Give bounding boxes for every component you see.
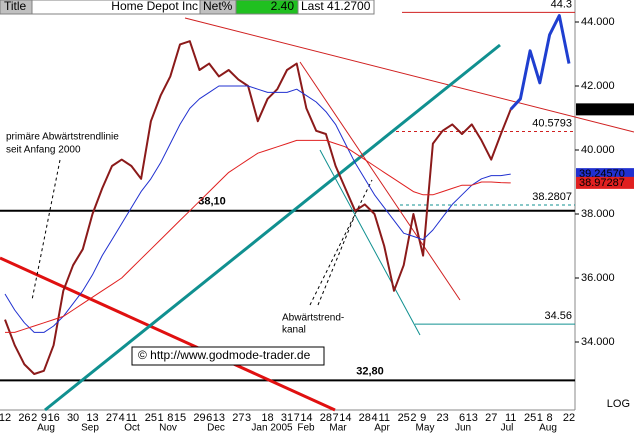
y-tick-label: 40.000 [581,144,615,156]
x-tick-label: 1 [537,412,543,424]
month-label: Apr [374,423,390,433]
pointer-line [309,179,373,306]
x-tick-label: 11 [379,412,390,424]
x-tick-label: 30 [67,412,79,424]
scale-label: LOG [607,398,630,410]
x-tick-label: 12 [0,412,11,424]
x-tick-label: 27 [106,412,118,424]
x-tick-label: 13 [466,412,478,424]
level-label: 38.2807 [532,191,572,203]
x-tick-label: 18 [261,412,273,424]
x-tick-label: 31 [281,412,293,424]
watermark-box [131,346,325,366]
month-label: Sep [81,423,99,433]
level-label: 44.3 [551,0,572,10]
header-net-label: Net% [203,0,233,13]
month-label: Aug [539,423,557,433]
header-title-label: Title [4,0,27,13]
x-tick-label: 7 [333,412,339,424]
x-tick-label: 13 [213,412,225,424]
watermark: © http://www.godmode-trader.de [138,348,311,362]
month-label: Jan 2005 [251,423,293,433]
trend-line [0,256,336,412]
value-tag [576,103,634,116]
x-tick-label: 11 [126,412,137,424]
month-label: Dec [207,423,225,433]
x-tick-label: 28 [359,412,371,424]
series-line [4,85,511,333]
level-label: 32,80 [356,365,384,377]
y-tick-label: 44.000 [581,16,615,28]
level-label: 34.56 [544,310,572,322]
x-tick-label: 16 [47,412,59,424]
x-tick-label: 25 [145,412,157,424]
series-line [509,14,571,111]
x-tick-label: 11 [505,412,516,424]
x-tick-label: 27 [485,412,497,424]
month-label: Aug [37,423,55,433]
header-box [297,0,375,15]
trend-line [319,149,421,336]
header-name: Home Depot Inc [111,0,198,13]
x-tick-label: 2 [410,412,416,424]
trend-line [44,43,501,412]
x-tick-label: 2 [31,412,37,424]
x-tick-label: 23 [436,412,448,424]
value-tag-label: 38.97287 [579,177,625,189]
levels [0,11,575,382]
annotation: kanal [282,325,306,336]
month-label: Jul [501,423,514,433]
series-line [5,139,511,333]
x-tick-label: 26 [18,412,30,424]
month-label: Oct [124,423,140,433]
annotation: primäre Abwärtstrendlinie [6,132,119,143]
x-tick-label: 22 [563,412,575,424]
x-tick-label: 6 [459,412,465,424]
x-tick-label: 7 [294,412,300,424]
month-label: Nov [159,423,177,433]
x-tick-label: 15 [174,412,186,424]
x-tick-label: 14 [300,412,312,424]
value-tag-label: 41.2700 [579,103,619,115]
x-tick-label: 8 [546,412,552,424]
x-tick-label: 9 [41,412,47,424]
y-tick-label: 38.000 [581,208,615,220]
x-tick-label: 6 [206,412,212,424]
level-label: 40.5793 [532,117,572,129]
x-tick-label: 3 [245,412,251,424]
level-label: 38,10 [198,196,226,208]
trend-line [299,61,461,301]
annotation: seit Anfang 2000 [6,145,81,156]
x-tick-label: 8 [167,412,173,424]
x-tick-label: 25 [524,412,536,424]
y-tick-label: 34.000 [581,336,615,348]
x-tick-label: 25 [398,412,410,424]
annotation: Abwärtstrend- [282,313,344,324]
x-tick-label: 28 [320,412,332,424]
x-tick-label: 14 [339,412,351,424]
header: Title Home Depot Inc Net% 2.40 Last 41.2… [0,0,375,15]
month-label: Jun [455,423,471,433]
series-line [4,40,512,375]
x-tick-label: 27 [232,412,244,424]
y-tick-label: 36.000 [581,272,615,284]
x-tick-label: 13 [86,412,98,424]
pointer-line [317,214,356,306]
x-tick-label: 29 [193,412,205,424]
header-last: Last 41.2700 [301,0,371,13]
month-label: Feb [297,423,315,433]
header-net: 2.40 [271,0,295,13]
x-tick-label: 9 [420,412,426,424]
trend-lines [0,17,634,412]
trend-line [184,17,634,133]
x-tick-label: 4 [371,412,377,424]
x-tick-label: 4 [119,412,125,424]
value-tag [576,176,634,189]
y-tick-label: 42.000 [581,80,615,92]
month-label: May [416,423,435,433]
month-label: Mar [329,423,347,433]
x-tick-label: 1 [158,412,164,424]
